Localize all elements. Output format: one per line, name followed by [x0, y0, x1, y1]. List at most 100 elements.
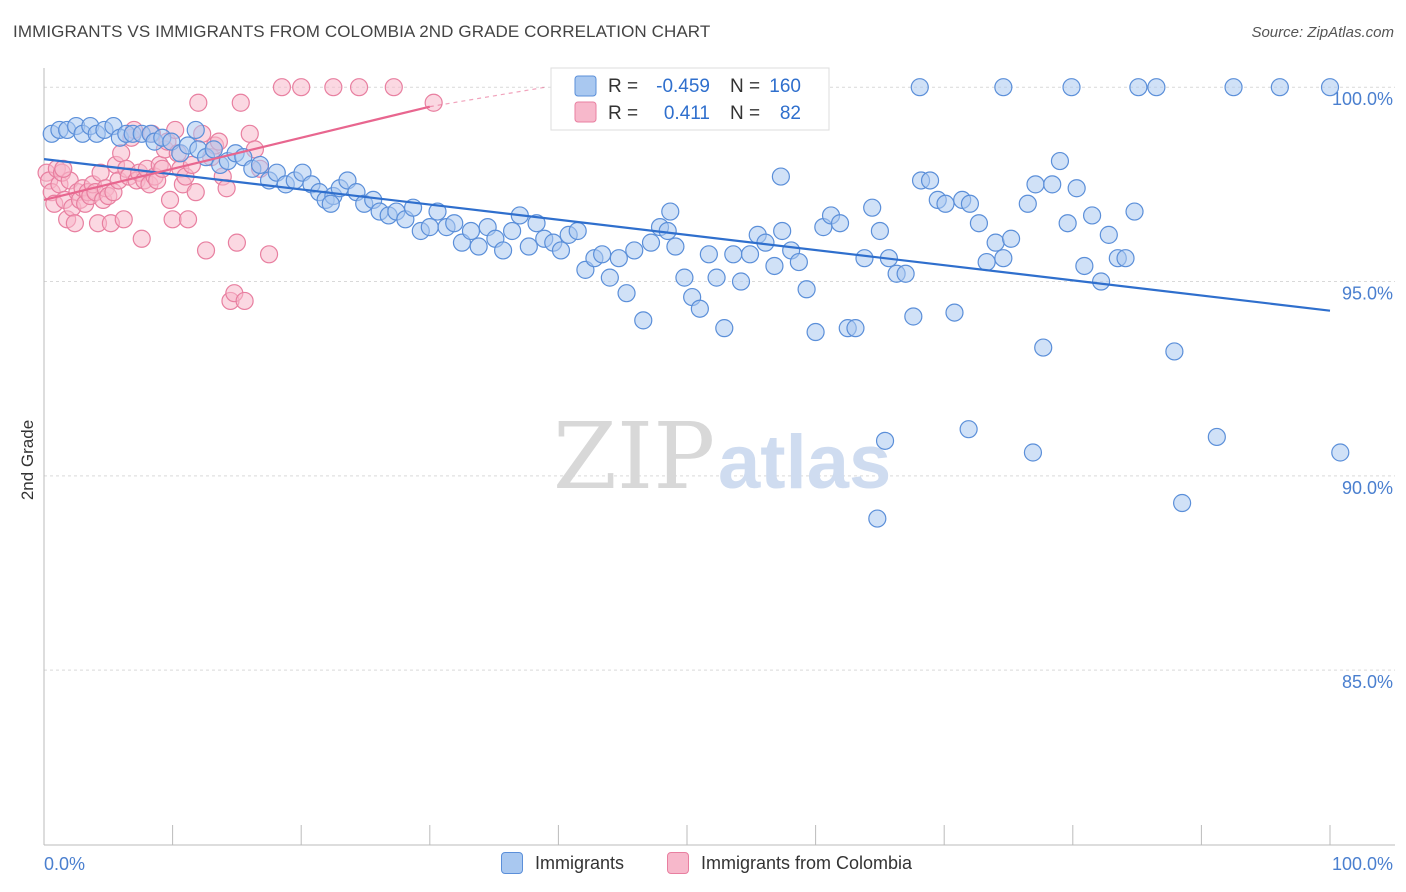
legend-item-colombia[interactable]: Immigrants from Colombia — [667, 852, 912, 874]
data-point — [1091, 272, 1111, 291]
legend-box-frame — [550, 67, 830, 131]
data-point — [724, 245, 743, 264]
data-point — [661, 202, 680, 221]
data-point — [65, 214, 84, 233]
data-point — [910, 78, 929, 97]
legend-n-value: 82 — [780, 103, 801, 124]
data-point — [904, 307, 923, 326]
data-point — [959, 420, 978, 439]
data-point — [259, 245, 279, 264]
data-point — [855, 249, 874, 268]
source-label: Source: ZipAtlas.com — [1251, 24, 1394, 41]
data-point — [789, 252, 808, 272]
data-point — [1320, 78, 1340, 97]
legend-n-value: 160 — [769, 76, 801, 97]
data-point — [461, 221, 481, 241]
data-point — [160, 190, 180, 210]
data-point — [1026, 175, 1045, 194]
data-point — [625, 241, 644, 260]
legend-swatch-immigrants — [574, 75, 597, 97]
trend-layer — [43, 86, 1331, 312]
data-point — [868, 509, 887, 528]
data-point — [1147, 78, 1166, 97]
data-point — [806, 322, 825, 342]
data-point — [503, 221, 522, 241]
data-point — [1270, 78, 1289, 97]
data-point — [551, 241, 571, 260]
watermark-atlas: atlas — [718, 420, 891, 505]
data-point — [240, 124, 259, 143]
legend-item-immigrants[interactable]: Immigrants — [501, 852, 624, 874]
data-point — [189, 93, 208, 112]
legend-label: Immigrants — [535, 852, 625, 873]
data-point — [1116, 249, 1135, 268]
data-point — [186, 183, 205, 202]
data-point — [1050, 151, 1070, 171]
data-point — [977, 252, 996, 272]
legend-r-value: -0.459 — [656, 76, 710, 97]
axis-layer: 85.0% 90.0% 95.0% 100.0% 0.0% 100.0% — [43, 68, 1395, 874]
trend-line-immigrants — [43, 158, 1331, 312]
legend-swatch-colombia — [574, 101, 597, 123]
data-point — [634, 311, 653, 330]
data-point — [960, 194, 980, 213]
data-point — [227, 233, 246, 252]
data-point — [1075, 256, 1094, 276]
data-point — [846, 319, 865, 338]
legend-r-label: R = — [608, 76, 638, 97]
data-point — [699, 245, 718, 264]
legend-swatch — [501, 852, 523, 874]
data-point — [797, 280, 816, 299]
data-point — [609, 249, 628, 268]
chart-title: IMMIGRANTS VS IMMIGRANTS FROM COLOMBIA 2… — [13, 22, 711, 41]
data-point — [875, 431, 895, 450]
data-point — [112, 144, 131, 163]
legend-box: R = -0.459 N = 160 R = 0.411 N = 82 — [550, 67, 830, 131]
data-point — [675, 268, 694, 287]
trend-line-colombia — [43, 105, 431, 201]
data-point — [324, 78, 343, 97]
data-point — [1058, 214, 1077, 233]
data-point — [1062, 78, 1081, 97]
data-point — [1099, 225, 1118, 244]
data-point — [1001, 229, 1021, 248]
y-tick-label: 95.0% — [1342, 284, 1393, 304]
data-point — [1165, 342, 1184, 361]
data-point — [527, 214, 546, 233]
data-point — [690, 299, 709, 318]
data-point — [445, 214, 464, 233]
data-point — [896, 264, 915, 283]
data-point — [178, 210, 198, 229]
data-point — [731, 272, 751, 291]
data-point — [321, 194, 340, 213]
data-point — [773, 221, 792, 241]
legend-r-value: 0.411 — [664, 103, 710, 124]
data-point — [1034, 338, 1053, 357]
data-point — [494, 241, 513, 260]
y-tick-label: 100.0% — [1332, 89, 1393, 109]
colombia-points — [37, 78, 443, 311]
data-point — [771, 167, 790, 186]
data-point — [163, 210, 182, 229]
data-point — [424, 93, 443, 112]
legend-n-label: N = — [730, 103, 760, 124]
data-point — [420, 218, 439, 237]
data-point — [231, 93, 250, 112]
data-point — [986, 233, 1005, 252]
data-point — [617, 284, 636, 303]
data-point — [196, 241, 216, 260]
legend-n-label: N = — [730, 76, 760, 97]
data-point — [707, 268, 726, 287]
watermark-zip: ZIP — [553, 403, 715, 510]
data-point — [994, 249, 1013, 268]
data-point — [1173, 493, 1192, 513]
data-point — [863, 198, 882, 217]
watermark: ZIP atlas — [553, 403, 891, 510]
data-point — [1207, 427, 1226, 447]
data-point — [1224, 78, 1243, 97]
data-point — [1043, 175, 1062, 194]
data-point — [1067, 179, 1086, 198]
data-point — [715, 319, 734, 338]
data-point — [740, 245, 760, 264]
